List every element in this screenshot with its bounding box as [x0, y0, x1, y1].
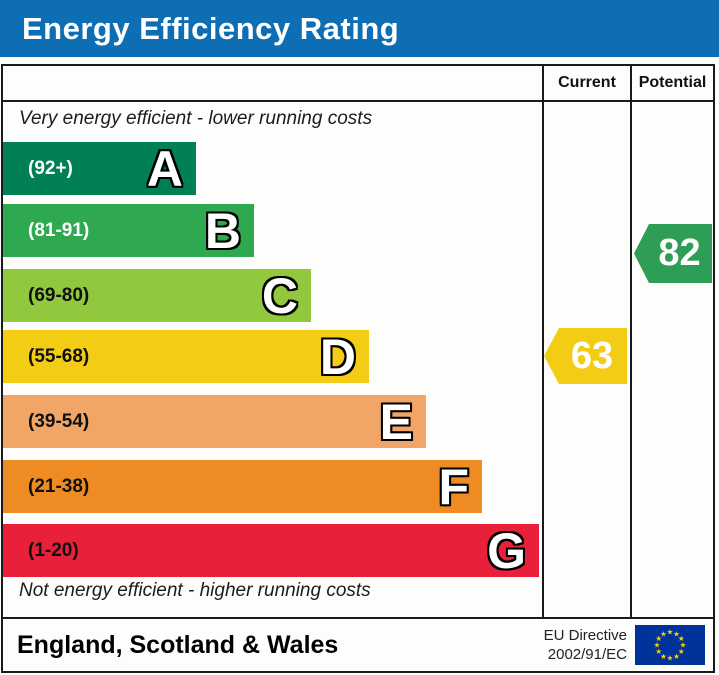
- title-bar: Energy Efficiency Rating: [0, 0, 719, 57]
- top-note: Very energy efficient - lower running co…: [19, 108, 373, 129]
- band-range-label: (1-20): [28, 539, 79, 561]
- band-range-label: (69-80): [28, 284, 90, 306]
- band-range-label: (21-38): [28, 475, 90, 497]
- eu-flag-icon: ★ ★ ★ ★ ★ ★ ★ ★ ★ ★ ★ ★: [635, 625, 705, 665]
- band-row-a: (92+) A: [3, 142, 196, 195]
- svg-text:★: ★: [673, 629, 680, 638]
- svg-text:★: ★: [667, 628, 674, 637]
- band-letter: C: [261, 267, 298, 324]
- eu-directive-label: EU Directive 2002/91/EC: [544, 626, 627, 664]
- band-range-label: (55-68): [28, 345, 90, 367]
- band-row-d: (55-68) D: [3, 330, 369, 383]
- eu-directive-line2: 2002/91/EC: [547, 646, 627, 663]
- band-range-label: (92+): [28, 157, 73, 179]
- bottom-note: Not energy efficient - higher running co…: [19, 580, 371, 601]
- current-column-header: Current: [558, 74, 616, 91]
- current-column-divider: [542, 66, 544, 617]
- band-letter: G: [487, 522, 526, 579]
- potential-rating-marker: 82: [634, 224, 712, 283]
- chart-title: Energy Efficiency Rating: [22, 11, 400, 46]
- svg-text:★: ★: [680, 641, 687, 650]
- band-range-label: (39-54): [28, 410, 90, 432]
- svg-text:★: ★: [654, 641, 661, 650]
- svg-text:★: ★: [678, 647, 685, 656]
- band-row-b: (81-91) B: [3, 204, 254, 257]
- band-letter: A: [146, 140, 183, 197]
- potential-rating-value: 82: [658, 232, 701, 274]
- current-rating-value: 63: [570, 334, 614, 377]
- footer-row: England, Scotland & Wales EU Directive 2…: [3, 617, 713, 671]
- svg-text:★: ★: [678, 634, 685, 643]
- rating-table: Current Potential Very energy efficient …: [1, 64, 715, 673]
- potential-column-header: Potential: [638, 74, 707, 91]
- table-header-row: Current Potential: [3, 66, 713, 102]
- svg-text:★: ★: [667, 654, 674, 663]
- svg-text:★: ★: [673, 652, 680, 661]
- band-row-c: (69-80) C: [3, 269, 311, 322]
- band-row-e: (39-54) E: [3, 395, 426, 448]
- current-rating-marker: 63: [544, 328, 627, 384]
- band-row-f: (21-38) F: [3, 460, 482, 513]
- band-range-label: (81-91): [28, 219, 90, 241]
- eu-directive-line1: EU Directive: [543, 627, 627, 644]
- potential-column-divider: [630, 66, 632, 617]
- svg-text:★: ★: [655, 634, 662, 643]
- band-letter: D: [319, 328, 356, 385]
- band-letter: B: [204, 202, 241, 259]
- svg-text:★: ★: [660, 652, 667, 661]
- band-row-g: (1-20) G: [3, 524, 539, 577]
- svg-text:★: ★: [655, 647, 662, 656]
- band-letter: E: [379, 393, 413, 450]
- band-letter: F: [438, 458, 469, 515]
- region-label: England, Scotland & Wales: [17, 631, 339, 659]
- svg-text:★: ★: [660, 629, 667, 638]
